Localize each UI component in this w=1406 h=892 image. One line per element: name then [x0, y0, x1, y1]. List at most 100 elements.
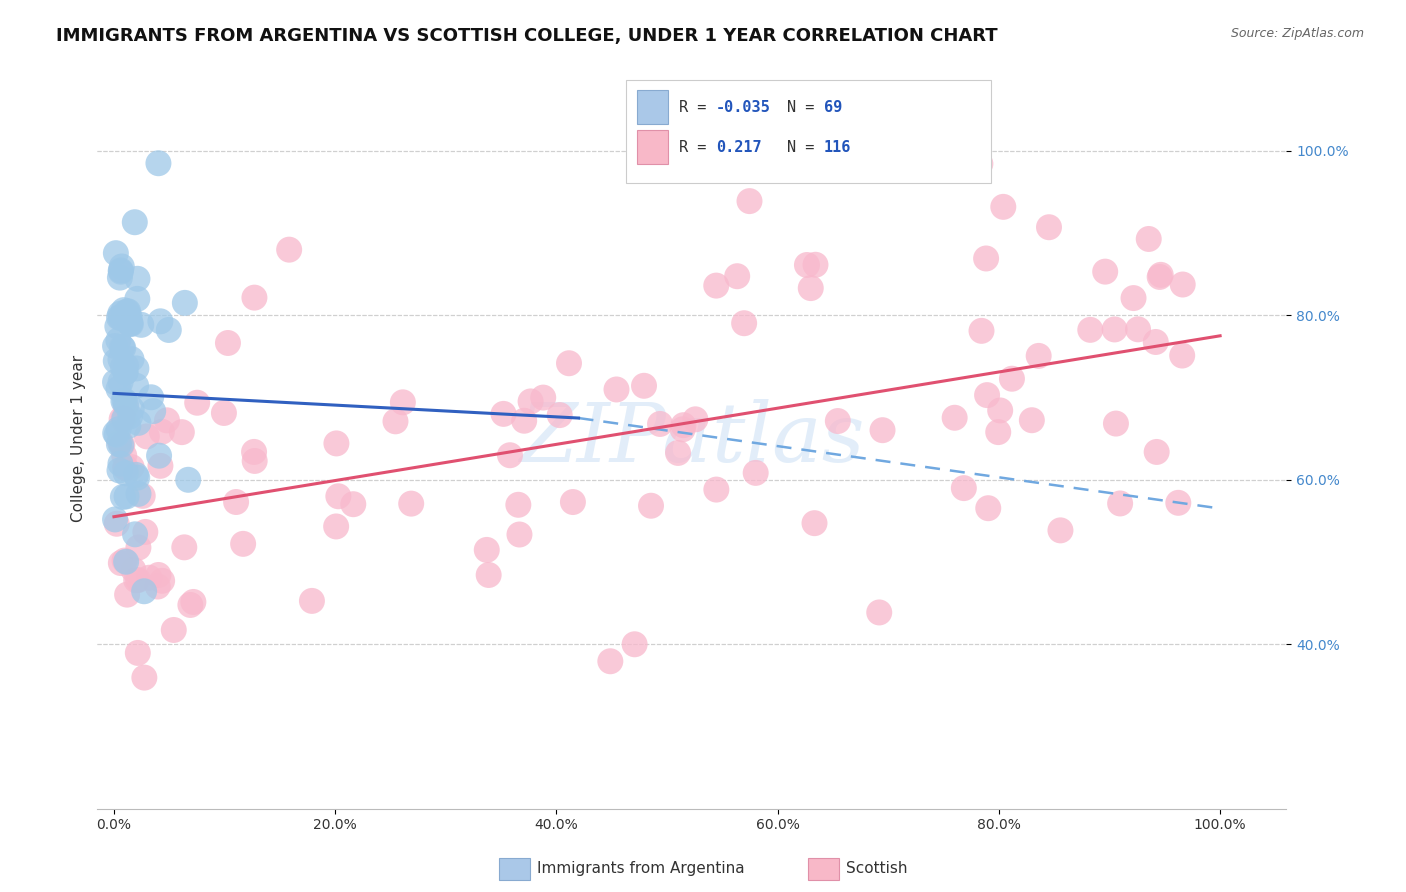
- Point: [325, 436, 347, 450]
- Point: [149, 458, 172, 473]
- Point: [738, 194, 761, 208]
- Point: [129, 318, 152, 332]
- Point: [800, 281, 823, 295]
- Point: [976, 388, 998, 402]
- Point: [114, 460, 136, 475]
- Point: [125, 378, 148, 392]
- Point: [685, 412, 707, 426]
- Point: [148, 568, 170, 582]
- Point: [120, 409, 142, 424]
- Point: [111, 490, 134, 504]
- Point: [114, 365, 136, 379]
- Point: [1167, 496, 1189, 510]
- Point: [177, 473, 200, 487]
- Text: ZIPatlas: ZIPatlas: [519, 399, 865, 479]
- Point: [1001, 372, 1024, 386]
- Y-axis label: College, Under 1 year: College, Under 1 year: [72, 355, 86, 522]
- Point: [561, 495, 583, 509]
- Point: [115, 359, 138, 373]
- Point: [558, 356, 581, 370]
- Point: [796, 258, 818, 272]
- Point: [1028, 349, 1050, 363]
- Point: [623, 637, 645, 651]
- Point: [115, 489, 138, 503]
- Point: [519, 394, 541, 409]
- Point: [1038, 220, 1060, 235]
- Point: [1171, 349, 1194, 363]
- Text: IMMIGRANTS FROM ARGENTINA VS SCOTTISH COLLEGE, UNDER 1 YEAR CORRELATION CHART: IMMIGRANTS FROM ARGENTINA VS SCOTTISH CO…: [56, 27, 998, 45]
- Point: [117, 418, 139, 433]
- Point: [127, 541, 149, 555]
- Point: [132, 489, 155, 503]
- Point: [993, 200, 1015, 214]
- Point: [142, 404, 165, 418]
- Point: [114, 460, 136, 475]
- Point: [114, 366, 136, 380]
- Point: [121, 460, 143, 475]
- Point: [104, 512, 127, 526]
- Point: [127, 573, 149, 587]
- Point: [163, 623, 186, 637]
- Point: [134, 671, 156, 685]
- Point: [804, 258, 827, 272]
- Point: [134, 524, 156, 539]
- Point: [108, 307, 131, 321]
- Point: [115, 304, 138, 318]
- Point: [110, 457, 132, 471]
- Point: [148, 156, 170, 170]
- Point: [111, 359, 134, 374]
- Point: [115, 555, 138, 569]
- Point: [508, 498, 530, 512]
- Point: [114, 400, 136, 414]
- Text: N =: N =: [787, 100, 824, 114]
- Point: [173, 541, 195, 555]
- Point: [827, 414, 849, 428]
- Point: [1126, 322, 1149, 336]
- Point: [605, 383, 627, 397]
- Point: [704, 483, 727, 497]
- Point: [107, 333, 129, 347]
- Point: [111, 412, 134, 426]
- Point: [179, 598, 201, 612]
- Point: [115, 397, 138, 411]
- Point: [672, 422, 695, 436]
- Point: [987, 425, 1010, 439]
- Point: [1171, 277, 1194, 292]
- Point: [325, 519, 347, 533]
- Point: [112, 341, 135, 355]
- Point: [475, 542, 498, 557]
- Point: [1104, 322, 1126, 336]
- Point: [969, 157, 991, 171]
- Point: [217, 336, 239, 351]
- Point: [243, 445, 266, 459]
- Point: [278, 243, 301, 257]
- Point: [124, 215, 146, 229]
- Point: [1021, 413, 1043, 427]
- Point: [105, 516, 128, 531]
- Point: [114, 393, 136, 408]
- Point: [156, 413, 179, 427]
- Point: [110, 438, 132, 452]
- Point: [111, 340, 134, 354]
- Point: [112, 449, 135, 463]
- Point: [157, 323, 180, 337]
- Point: [105, 319, 128, 334]
- Point: [125, 467, 148, 482]
- Point: [115, 588, 138, 602]
- Point: [111, 438, 134, 452]
- Point: [328, 489, 350, 503]
- Text: R =: R =: [679, 100, 716, 114]
- Point: [111, 260, 134, 274]
- Point: [1109, 496, 1132, 510]
- Point: [108, 270, 131, 285]
- Point: [1094, 265, 1116, 279]
- Point: [872, 423, 894, 437]
- Text: 69: 69: [824, 100, 842, 114]
- Point: [141, 390, 163, 404]
- Point: [108, 463, 131, 477]
- Point: [134, 584, 156, 599]
- Point: [127, 470, 149, 484]
- Point: [1146, 445, 1168, 459]
- Point: [112, 411, 135, 425]
- Point: [112, 394, 135, 409]
